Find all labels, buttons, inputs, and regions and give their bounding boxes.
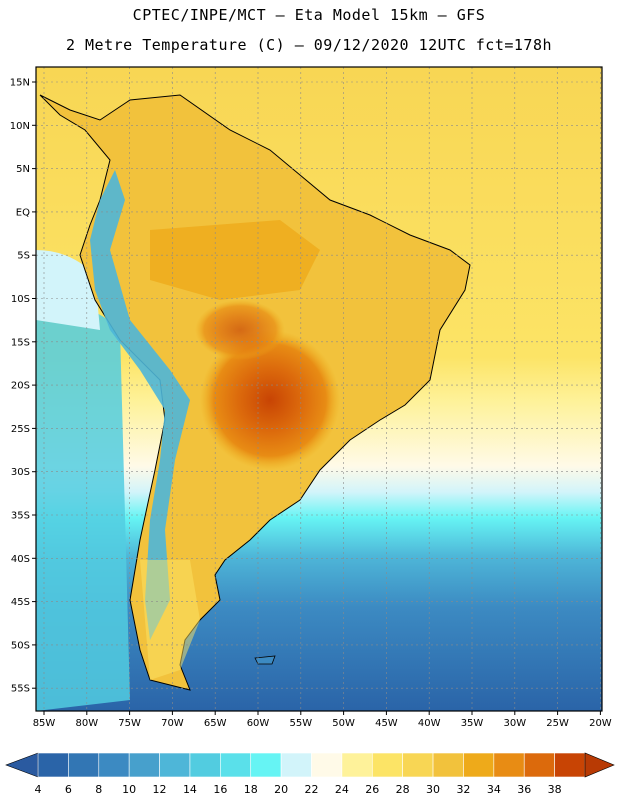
colorbar-label: 20 xyxy=(274,783,288,796)
lon-label: 50W xyxy=(332,718,355,729)
colorbar-label: 4 xyxy=(35,783,42,796)
colorbar-label: 12 xyxy=(153,783,167,796)
lon-label: 55W xyxy=(289,718,312,729)
lat-label: 35S xyxy=(11,511,30,522)
map-field xyxy=(36,67,602,711)
colorbar-label: 32 xyxy=(456,783,470,796)
lat-label: 20S xyxy=(11,381,30,392)
colorbar-swatch xyxy=(37,752,69,778)
lat-label: 25S xyxy=(11,424,30,435)
lon-label: 85W xyxy=(33,718,56,729)
colorbar: 4 6 8 10 12 14 16 18 20 22 24 26 28 30 32 34 36 38 xyxy=(5,752,615,796)
colorbar-label: 14 xyxy=(183,783,197,796)
colorbar-label: 26 xyxy=(365,783,379,796)
longitude-axis: 85W 80W 75W 70W 65W 60W 55W 50W 45W 40W 35W 30W 25W 2… xyxy=(33,711,612,729)
lat-label: 50S xyxy=(11,640,30,651)
colorbar-swatch xyxy=(220,752,252,778)
colorbar-swatch xyxy=(189,752,221,778)
hot-core-paraguay xyxy=(200,330,340,470)
colorbar-swatch xyxy=(250,752,282,778)
lon-label: 20W xyxy=(589,718,612,729)
lon-label: 75W xyxy=(118,718,141,729)
map-frame xyxy=(35,66,603,712)
colorbar-swatch xyxy=(98,752,130,778)
colorbar-swatch xyxy=(68,752,100,778)
falkland-islands xyxy=(254,655,276,665)
lon-label: 70W xyxy=(161,718,184,729)
colorbar-label: 8 xyxy=(95,783,102,796)
lat-label: 10N xyxy=(10,121,30,132)
graticule xyxy=(36,67,602,711)
lat-label: EQ xyxy=(16,207,30,218)
colorbar-swatch xyxy=(159,752,191,778)
colorbar-label: 34 xyxy=(487,783,501,796)
latitude-axis: 15N 10N 5N EQ 5S 10S 15S 20S 25S 30S 35S 40S 45S 50S 5… xyxy=(10,78,36,695)
lat-label: 5S xyxy=(17,251,30,262)
lat-label: 10S xyxy=(11,294,30,305)
colorbar-swatch xyxy=(493,752,525,778)
colorbar-swatch xyxy=(371,752,403,778)
lon-label: 60W xyxy=(247,718,270,729)
amazon-warm-zone xyxy=(150,220,320,300)
colorbar-swatch xyxy=(463,752,495,778)
lat-label: 30S xyxy=(11,467,30,478)
colorbar-swatch xyxy=(554,752,586,778)
colorbar-label: 6 xyxy=(65,783,72,796)
map-title-line-1: CPTEC/INPE/MCT – Eta Model 15km – GFS xyxy=(132,6,486,24)
colorbar-swatch xyxy=(311,752,343,778)
colorbar-swatch xyxy=(523,752,555,778)
lon-label: 25W xyxy=(546,718,569,729)
colorbar-high-arrow xyxy=(584,752,615,778)
lat-label: 15N xyxy=(10,78,30,89)
lon-label: 80W xyxy=(75,718,98,729)
colorbar-swatch xyxy=(432,752,464,778)
colorbar-swatch xyxy=(341,752,373,778)
colorbar-label: 24 xyxy=(335,783,349,796)
colorbar-label: 30 xyxy=(426,783,440,796)
lat-label: 45S xyxy=(11,597,30,608)
colorbar-swatch xyxy=(402,752,434,778)
colorbar-label: 22 xyxy=(305,783,319,796)
colorbar-swatch xyxy=(280,752,312,778)
map-title-line-2: 2 Metre Temperature (C) – 09/12/2020 12U… xyxy=(65,36,553,54)
patagonia-zone xyxy=(140,560,200,680)
lon-label: 45W xyxy=(375,718,398,729)
hot-core-central xyxy=(195,300,285,360)
pacific-cool-zone xyxy=(36,300,130,711)
lat-label: 40S xyxy=(11,554,30,565)
colorbar-label: 36 xyxy=(517,783,531,796)
colorbar-swatch xyxy=(128,752,160,778)
colorbar-label: 38 xyxy=(548,783,562,796)
colorbar-label: 18 xyxy=(244,783,258,796)
lat-label: 5N xyxy=(16,164,30,175)
colorbar-label: 28 xyxy=(396,783,410,796)
colorbar-label: 16 xyxy=(213,783,227,796)
lon-label: 40W xyxy=(418,718,441,729)
lon-label: 30W xyxy=(503,718,526,729)
andes-cool-strip xyxy=(90,170,190,640)
pacific-coast-band xyxy=(36,250,100,330)
lat-label: 55S xyxy=(11,684,30,695)
lat-label: 15S xyxy=(11,337,30,348)
colorbar-low-arrow xyxy=(5,752,39,778)
lon-label: 35W xyxy=(461,718,484,729)
lon-label: 65W xyxy=(204,718,227,729)
colorbar-label: 10 xyxy=(122,783,136,796)
